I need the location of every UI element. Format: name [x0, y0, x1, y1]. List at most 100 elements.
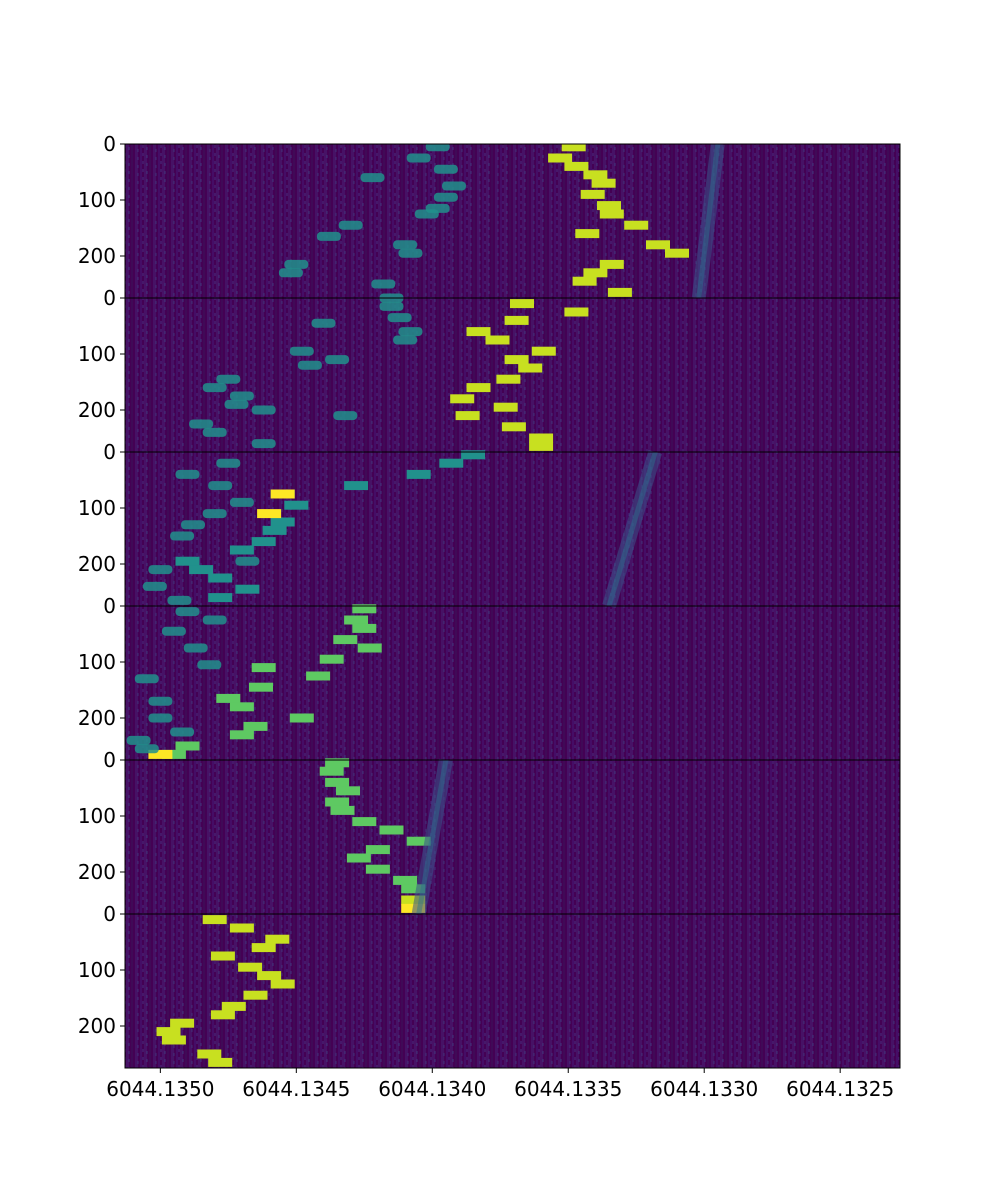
panel-4-block-11 — [229, 702, 254, 712]
panel-1-block-22 — [433, 192, 458, 202]
panel-6-block-3 — [265, 934, 290, 944]
panel-1-y-tick-label-100: 100 — [78, 188, 116, 212]
panel-5-block-4 — [336, 786, 360, 796]
panel-1-block-28 — [398, 248, 423, 258]
panel-5-block-2 — [319, 766, 344, 776]
faint-streak-2 — [602, 449, 662, 609]
x-tick-label-6: 6044.1325 — [786, 1077, 894, 1101]
panel-4-block-18 — [175, 607, 200, 617]
panel-2-block-34 — [251, 439, 276, 449]
panel-4-block-10 — [216, 693, 241, 703]
panel-4-block-2 — [344, 615, 369, 625]
panel-3-block-20 — [208, 481, 233, 491]
panel-3-block-3 — [406, 469, 431, 479]
panel-2-block-33 — [202, 427, 227, 437]
panel-3-block-15 — [208, 593, 233, 603]
panel-3-block-6 — [284, 500, 309, 510]
panel-3-block-14 — [235, 584, 260, 594]
panel-6-y-tick-label-100: 100 — [78, 958, 116, 982]
panel-4-y-tick-label-100: 100 — [78, 650, 116, 674]
panel-4-block-22 — [197, 660, 222, 670]
x-tick-label-5: 6044.1330 — [650, 1077, 758, 1101]
panel-5-block-6 — [330, 805, 355, 815]
panel-4-block-17 — [148, 749, 173, 759]
panel-6-y-tick-label-0: 0 — [103, 902, 116, 926]
panel-6-block-16 — [208, 1057, 233, 1067]
panel-2-block-26 — [216, 374, 241, 384]
panel-4-y-tick-label-200: 200 — [78, 706, 116, 730]
panel-1-block-20 — [360, 173, 385, 183]
panel-3-y-tick-label-100: 100 — [78, 496, 116, 520]
panel-3-block-23 — [181, 520, 205, 530]
panel-3-block-17 — [257, 509, 282, 519]
panel-1-block-2 — [548, 153, 573, 163]
panel-3-y-tick-label-200: 200 — [78, 552, 116, 576]
panel-5-y-tick-label-100: 100 — [78, 804, 116, 828]
panel-3-y-tick-label-0: 0 — [103, 440, 116, 464]
panel-1-block-7 — [597, 201, 621, 211]
panel-2-block-27 — [202, 383, 227, 393]
panel-5-block-7 — [352, 817, 377, 827]
panel-5-block-9 — [406, 836, 431, 846]
panel-6-block-12 — [170, 1018, 195, 1028]
panel-2-y-tick-label-200: 200 — [78, 398, 116, 422]
panel-4-block-26 — [170, 727, 195, 737]
panel-2-block-8 — [518, 363, 543, 373]
panel-1-block-18 — [406, 153, 431, 163]
panel-1-block-11 — [646, 240, 670, 250]
panel-6-block-9 — [243, 990, 268, 1000]
panel-2-block-14 — [501, 422, 526, 432]
panel-4-block-16 — [161, 749, 186, 759]
panel-4-block-8 — [306, 671, 331, 681]
panel-1-y-tick-label-200: 200 — [78, 244, 116, 268]
panel-5-block-15 — [401, 895, 426, 905]
faint-streak-1 — [691, 144, 725, 299]
panel-2-block-3 — [504, 315, 529, 325]
panel-3-block-22 — [202, 509, 227, 519]
panel-5-block-8 — [379, 825, 404, 835]
panel-4-block-7 — [251, 663, 276, 673]
panel-1-block-31 — [371, 279, 396, 289]
panel-5-block-11 — [346, 853, 371, 863]
panel-6-block-10 — [221, 1001, 246, 1011]
panel-2-block-12 — [493, 402, 518, 412]
panel-3-block-4 — [344, 481, 369, 491]
panel-2-block-22 — [393, 335, 418, 345]
panel-4-block-15 — [175, 741, 200, 751]
panel-2-block-9 — [496, 374, 521, 384]
panel-5-block-14 — [401, 884, 426, 894]
panel-1-block-10 — [575, 229, 600, 239]
panel-2-block-30 — [251, 405, 276, 415]
panel-5-y-tick-label-0: 0 — [103, 748, 116, 772]
panel-2-block-1 — [510, 299, 534, 309]
panel-6-block-2 — [229, 923, 254, 933]
panel-5-block-13 — [393, 875, 418, 885]
panel-1-background — [125, 144, 900, 298]
panel-2-y-tick-label-0: 0 — [103, 286, 116, 310]
panel-5-block-5 — [325, 797, 350, 807]
panel-1-block-15 — [572, 276, 597, 286]
panel-5-y-tick-label-200: 200 — [78, 860, 116, 884]
panel-4-block-23 — [134, 674, 159, 684]
panel-1-block-14 — [583, 268, 608, 278]
panel-6-block-11 — [210, 1010, 235, 1020]
x-tick-label-1: 6044.1350 — [106, 1077, 214, 1101]
panel-1-block-3 — [564, 161, 589, 171]
panel-3-block-16 — [270, 489, 295, 499]
panel-1-block-9 — [624, 220, 649, 230]
panel-2-block-19 — [387, 313, 412, 323]
panel-2-block-25 — [297, 360, 322, 370]
faint-streak-core-1 — [696, 144, 721, 299]
panel-1-block-12 — [665, 248, 689, 258]
panel-2-block-2 — [564, 307, 589, 317]
panel-6-block-6 — [238, 962, 263, 972]
panel-2-block-20 — [311, 318, 336, 328]
panel-6-block-1 — [202, 915, 227, 925]
panel-4-block-24 — [148, 696, 173, 706]
panel-2-block-28 — [229, 391, 254, 401]
panel-1-block-26 — [316, 231, 341, 241]
panel-1-block-8 — [599, 209, 624, 219]
x-tick-label-4: 6044.1335 — [514, 1077, 622, 1101]
panel-1-y-tick-label-0: 0 — [103, 132, 116, 156]
panel-6-block-14 — [161, 1035, 186, 1045]
